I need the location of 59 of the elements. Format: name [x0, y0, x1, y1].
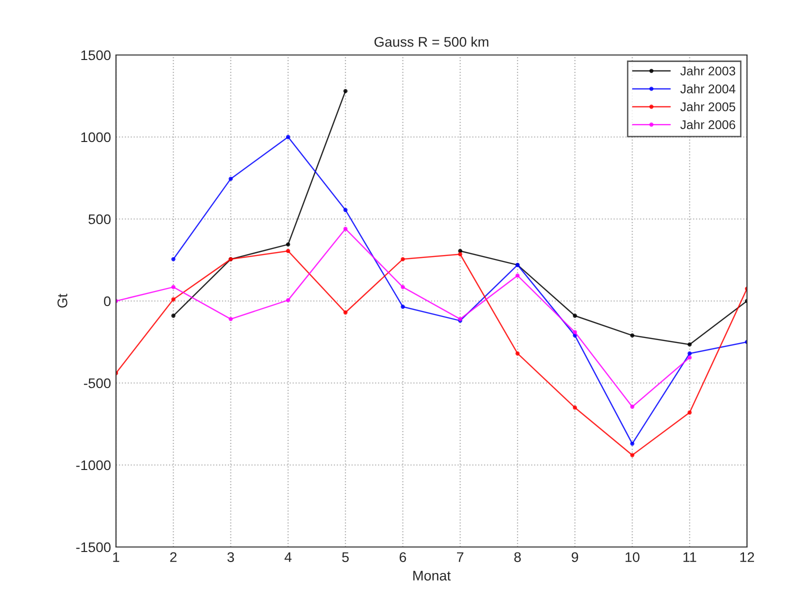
chart-title: Gauss R = 500 km	[374, 36, 488, 47]
point	[400, 304, 405, 309]
x-tick-label: 4	[284, 552, 292, 562]
point	[400, 284, 405, 290]
point	[343, 226, 348, 231]
y-tick-label: -1000	[76, 460, 111, 470]
x-tick-label: 5	[342, 552, 349, 562]
legend-label: Jahr 2006	[680, 120, 736, 130]
point	[343, 208, 348, 212]
y-tick-label: 1000	[81, 132, 111, 142]
legend-label: Jahr 2004	[680, 84, 736, 94]
x-tick-label: 10	[626, 552, 640, 562]
point	[171, 284, 176, 290]
point	[343, 310, 348, 315]
point	[515, 351, 520, 356]
point	[171, 314, 176, 318]
point	[286, 298, 290, 302]
point	[286, 248, 290, 254]
point	[572, 406, 577, 410]
x-tick-label: 3	[227, 552, 234, 562]
y-tick-label: -500	[84, 378, 111, 388]
x-tick-label: 11	[683, 552, 696, 562]
x-axis-title: Monat	[413, 570, 451, 581]
point	[171, 297, 176, 302]
line-series	[116, 248, 747, 458]
point	[343, 88, 348, 94]
point	[630, 442, 634, 446]
y-axis-title: Gt	[57, 294, 68, 308]
point	[688, 410, 692, 415]
point	[630, 333, 634, 338]
point	[228, 316, 233, 322]
point	[286, 134, 290, 140]
x-tick-label: 9	[572, 552, 578, 562]
point	[572, 330, 577, 334]
point	[572, 314, 577, 318]
x-tick-label: 7	[457, 552, 464, 562]
x-tick-label: 8	[514, 552, 521, 562]
x-tick-label: 6	[400, 552, 406, 562]
x-tick-label: 12	[740, 552, 754, 562]
y-tick-label: -1500	[76, 542, 111, 552]
point	[688, 351, 692, 356]
legend-label: Jahr 2005	[680, 102, 736, 112]
point	[400, 257, 405, 262]
point	[630, 453, 634, 458]
point	[458, 252, 462, 256]
x-tick-label: 2	[170, 552, 177, 562]
point	[515, 273, 520, 278]
y-tick-label: 1500	[81, 50, 111, 60]
legend-label: Jahr 2003	[680, 66, 736, 76]
point	[688, 355, 692, 360]
y-tick-label: 500	[88, 214, 111, 224]
point	[630, 404, 634, 409]
x-tick-label: 1	[113, 552, 120, 562]
point	[286, 242, 290, 247]
point	[171, 257, 176, 262]
point	[688, 342, 692, 347]
point	[228, 176, 233, 181]
y-tick-label: 0	[104, 296, 111, 306]
point	[458, 248, 462, 254]
